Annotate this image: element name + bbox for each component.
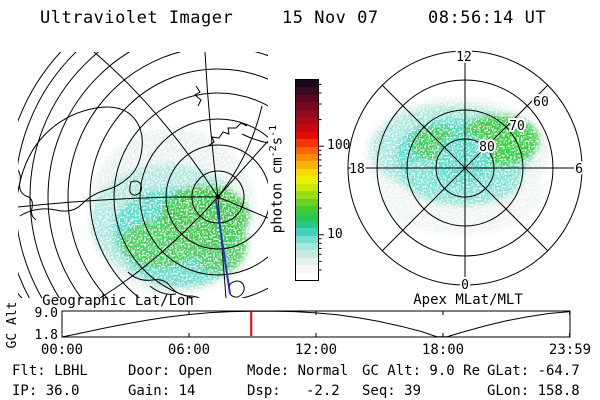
- status-glat: GLat: -64.7: [487, 363, 580, 379]
- colorbar: [295, 79, 319, 281]
- xtick-2359: 23:59: [549, 342, 591, 358]
- colorbar-segment: [296, 161, 318, 169]
- colorbar-unit-sup1: -1: [268, 124, 279, 137]
- colorbar-unit-prefix: photon cm: [269, 157, 286, 234]
- status-glon: GLon: 158.8: [487, 383, 580, 399]
- status-mode: Mode: Normal: [247, 363, 349, 379]
- colorbar-unit-s: s: [269, 136, 286, 146]
- time-label: 08:56:14 UT: [428, 8, 547, 28]
- colorbar-segment: [296, 154, 318, 162]
- colorbar-segment: [296, 176, 318, 184]
- colorbar-segment: [296, 205, 318, 214]
- colorbar-segment: [296, 250, 318, 258]
- colorbar-segment: [296, 257, 318, 266]
- colorbar-segment: [296, 87, 318, 95]
- colorbar-segment: [296, 168, 318, 177]
- colorbar-segment: [296, 109, 318, 118]
- colorbar-segment: [296, 235, 318, 243]
- ytick-1-8: 1.8: [35, 328, 58, 343]
- colorbar-segment: [296, 146, 318, 155]
- meridian-lines: [18, 52, 268, 298]
- colorbar-segment: [296, 131, 318, 140]
- date-label: 15 Nov 07: [282, 8, 379, 28]
- colorbar-segment: [296, 272, 318, 280]
- mlt-label-18: 18: [349, 162, 365, 177]
- colorbar-segment: [296, 102, 318, 110]
- aurora-emission-geographic: [88, 128, 256, 296]
- colorbar-segment: [296, 242, 318, 251]
- status-door: Door: Open: [128, 363, 213, 379]
- colorbar-ticks: [318, 83, 324, 271]
- colorbar-segment: [296, 124, 318, 132]
- apex-caption: Apex MLat/MLT: [413, 292, 523, 308]
- status-gain: Gain: 14: [128, 383, 196, 399]
- apex-polar-plot: 12 18 6 0 60 70 80: [347, 48, 585, 293]
- colorbar-segment: [296, 228, 318, 236]
- ytick-9: 9.0: [35, 306, 58, 321]
- mlat-label-80: 80: [479, 140, 495, 155]
- status-dsp: Dsp: -2.2: [247, 383, 340, 399]
- geographic-caption: Geographic Lat/Lon: [42, 293, 194, 309]
- xtick-1800: 18:00: [422, 342, 464, 358]
- colorbar-segment: [296, 213, 318, 221]
- colorbar-segment: [296, 94, 318, 103]
- colorbar-tick-100: 100: [327, 138, 351, 154]
- colorbar-unit-label: photon cm-2s-1: [268, 84, 288, 274]
- status-gcalt: GC Alt: 9.0 Re: [362, 363, 481, 379]
- xtick-0000: 00:00: [41, 342, 83, 358]
- mlt-label-6: 6: [575, 162, 583, 177]
- gc-alt-curve: [61, 310, 571, 338]
- xtick-1200: 12:00: [295, 342, 337, 358]
- xtick-0600: 06:00: [168, 342, 210, 358]
- mlt-label-0: 0: [461, 278, 469, 293]
- colorbar-segment: [296, 183, 318, 192]
- mlt-label-12: 12: [456, 50, 472, 65]
- geographic-map-plot: [18, 52, 268, 298]
- coastlines: [18, 85, 268, 298]
- colorbar-unit-sup2: -2: [268, 145, 279, 158]
- status-ip: IP: 36.0: [12, 383, 80, 399]
- mlat-label-60: 60: [533, 95, 549, 110]
- page-title: Ultraviolet Imager: [40, 8, 234, 28]
- colorbar-segment: [296, 265, 318, 273]
- colorbar-segment: [296, 139, 318, 147]
- status-seq: Seq: 39: [362, 383, 422, 399]
- colorbar-segment: [296, 80, 318, 88]
- blue-meridian-line: [215, 199, 231, 295]
- colorbar-segment: [296, 220, 318, 229]
- colorbar-segment: [296, 117, 318, 125]
- colorbar-segment: [296, 191, 318, 199]
- status-flt: Flt: LBHL: [12, 363, 88, 379]
- mlat-label-70: 70: [509, 119, 525, 134]
- pole-point: [215, 194, 221, 200]
- colorbar-tick-10: 10: [327, 226, 343, 242]
- mlt-spokes: [348, 51, 582, 285]
- colorbar-segment: [296, 198, 318, 206]
- gc-alt-strip-chart: 9.0 1.8 00:00 06:00 12:00 18:00 23:59: [35, 306, 592, 358]
